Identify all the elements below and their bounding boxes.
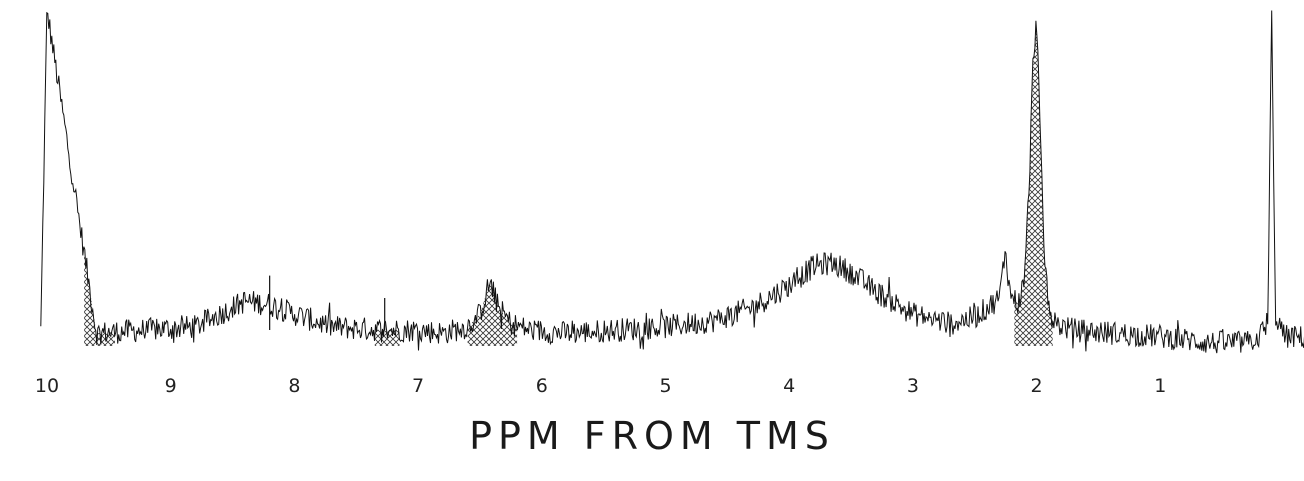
x-axis-ticks: 10 9 8 7 6 5 4 3 2 1: [35, 375, 1166, 397]
x-tick-label: 2: [1031, 375, 1043, 397]
x-tick-label: 1: [1154, 375, 1166, 397]
x-tick-label: 9: [165, 375, 177, 397]
x-tick-label: 3: [907, 375, 919, 397]
spectrum-trace: [40, 10, 1304, 354]
sharp-peaks: [269, 275, 386, 330]
x-tick-label: 8: [288, 375, 300, 397]
shaded-regions: [84, 21, 1053, 346]
shaded-region-1: [467, 284, 518, 346]
x-tick-label: 6: [536, 375, 548, 397]
x-tick-label: 7: [412, 375, 424, 397]
x-axis-title: PPM FROM TMS: [469, 414, 835, 458]
shaded-region-0: [84, 252, 115, 346]
x-tick-label: 5: [659, 375, 671, 397]
x-tick-label: 10: [35, 375, 59, 397]
x-tick-label: 4: [783, 375, 795, 397]
spectrum-line: [40, 10, 1304, 354]
shaded-region-2: [1014, 21, 1053, 346]
